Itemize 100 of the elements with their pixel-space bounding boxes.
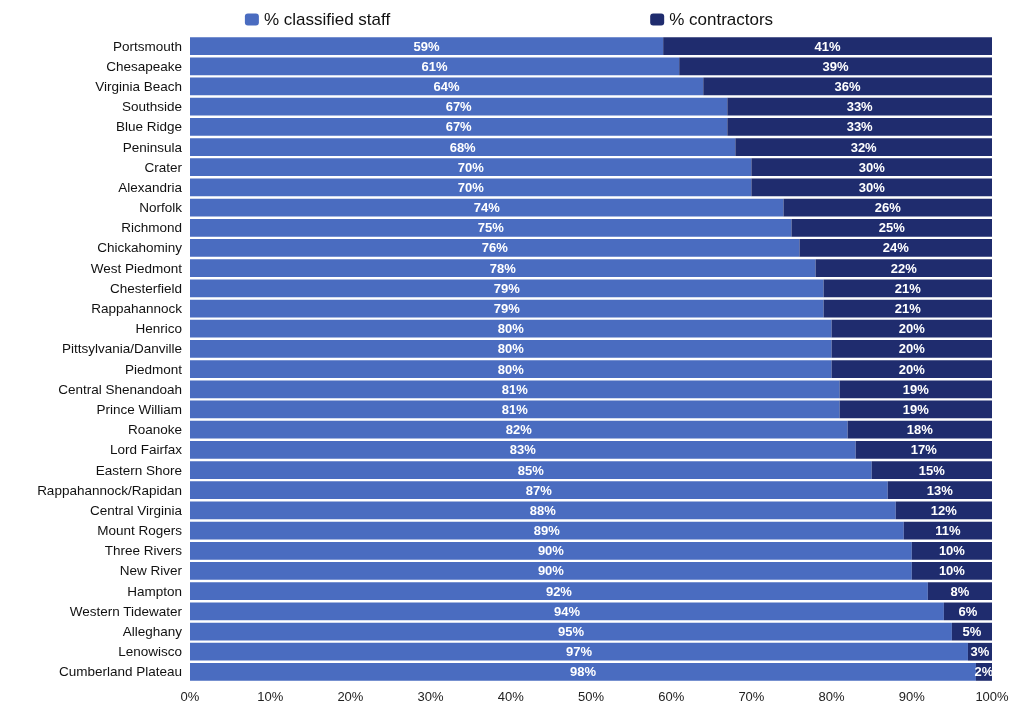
y-tick-label: Lenowisco — [118, 644, 182, 660]
data-label: 30% — [858, 159, 886, 175]
y-tick-label: Alleghany — [122, 624, 183, 640]
x-tick-label: 50% — [577, 689, 605, 704]
x-tick-label: 10% — [257, 689, 284, 704]
data-label: 6% — [958, 603, 978, 619]
data-label: 17% — [910, 442, 938, 458]
data-label: 88% — [529, 502, 557, 518]
y-tick-label: Three Rivers — [104, 543, 183, 559]
x-tick-label: 60% — [658, 689, 685, 704]
data-label: 20% — [898, 361, 926, 377]
data-label: 33% — [846, 119, 874, 135]
data-label: 15% — [918, 462, 946, 478]
data-label: 85% — [517, 462, 545, 478]
data-label: 19% — [902, 381, 930, 397]
x-tick-label: 90% — [898, 689, 926, 704]
y-tick-label: New River — [119, 563, 183, 579]
data-label: 64% — [433, 78, 461, 94]
y-tick-label: Crater — [144, 159, 183, 175]
y-tick-label: Rappahannock — [91, 301, 183, 317]
y-tick-label: Virginia Beach — [95, 78, 182, 94]
data-label: 97% — [565, 644, 593, 660]
data-label: 8% — [950, 583, 970, 599]
y-tick-label: Chickahominy — [97, 240, 183, 256]
data-label: 19% — [902, 401, 930, 417]
x-tick-label: 30% — [417, 689, 445, 704]
data-label: 70% — [457, 159, 485, 175]
data-label: 67% — [445, 99, 473, 115]
data-label: 33% — [846, 99, 874, 115]
data-label: 82% — [505, 422, 533, 438]
y-tick-label: West Piedmont — [90, 260, 183, 276]
data-label: 94% — [553, 603, 581, 619]
data-label: 20% — [898, 321, 926, 337]
y-tick-label: Henrico — [135, 321, 182, 337]
data-label: 11% — [935, 523, 961, 539]
data-label: 5% — [962, 624, 982, 640]
data-label: 36% — [834, 78, 862, 94]
data-label: 59% — [413, 38, 441, 54]
y-tick-label: Norfolk — [139, 200, 183, 216]
y-tick-label: Hampton — [127, 583, 182, 599]
data-label: 26% — [874, 200, 902, 216]
data-label: 81% — [501, 401, 529, 417]
data-label: 10% — [938, 543, 966, 559]
x-tick-label: 80% — [818, 689, 846, 704]
data-label: 21% — [894, 280, 922, 296]
y-tick-label: Central Shenandoah — [58, 381, 182, 397]
y-tick-label: Central Virginia — [89, 502, 183, 518]
data-label: 89% — [533, 523, 561, 539]
y-tick-label: Chesterfield — [109, 280, 182, 296]
x-tick-label: 100% — [975, 689, 1010, 704]
data-label: 25% — [878, 220, 906, 236]
data-label: 30% — [858, 179, 886, 195]
y-tick-label: Eastern Shore — [95, 462, 182, 478]
data-label: 83% — [509, 442, 537, 458]
data-label: 80% — [497, 321, 525, 337]
data-label: 95% — [557, 624, 585, 640]
data-label: 13% — [926, 482, 954, 498]
x-tick-label: 20% — [337, 689, 364, 704]
data-label: 32% — [850, 139, 878, 155]
y-tick-label: Cumberland Plateau — [58, 664, 182, 680]
legend-label: % classified staff — [263, 10, 391, 29]
y-tick-label: Lord Fairfax — [109, 442, 183, 458]
data-label: 75% — [477, 220, 505, 236]
y-tick-label: Roanoke — [127, 422, 182, 438]
y-tick-label: Piedmont — [124, 361, 183, 377]
data-label: 80% — [497, 341, 525, 357]
data-label: 20% — [898, 341, 926, 357]
y-tick-label: Portsmouth — [112, 38, 182, 54]
y-tick-label: Peninsula — [122, 139, 183, 155]
y-tick-label: Western Tidewater — [69, 603, 183, 619]
data-label: 90% — [537, 563, 565, 579]
data-label: 92% — [545, 583, 573, 599]
y-tick-label: Southside — [121, 99, 182, 115]
data-label: 12% — [930, 502, 958, 518]
data-label: 90% — [537, 543, 565, 559]
data-label: 79% — [493, 280, 521, 296]
data-label: 41% — [814, 38, 842, 54]
y-tick-label: Blue Ridge — [115, 119, 182, 135]
x-tick-label: 70% — [738, 689, 765, 704]
data-label: 76% — [481, 240, 509, 256]
y-tick-label: Mount Rogers — [97, 523, 183, 539]
y-tick-label: Rappahannock/Rapidan — [37, 482, 182, 498]
data-label: 70% — [457, 179, 485, 195]
data-label: 79% — [493, 301, 521, 317]
legend-label: % contractors — [669, 10, 774, 29]
data-label: 67% — [445, 119, 473, 135]
data-label: 78% — [489, 260, 517, 276]
data-label: 18% — [906, 422, 934, 438]
data-label: 39% — [822, 58, 850, 74]
x-tick-label: 0% — [180, 689, 200, 704]
data-label: 74% — [473, 200, 501, 216]
data-label: 98% — [569, 664, 597, 680]
data-label: 24% — [882, 240, 910, 256]
data-label: 87% — [525, 482, 553, 498]
data-label: 80% — [497, 361, 525, 377]
data-label: 81% — [501, 381, 529, 397]
y-tick-label: Prince William — [96, 401, 182, 417]
y-tick-label: Chesapeake — [106, 58, 182, 74]
y-tick-label: Alexandria — [118, 179, 183, 195]
data-label: 10% — [938, 563, 966, 579]
